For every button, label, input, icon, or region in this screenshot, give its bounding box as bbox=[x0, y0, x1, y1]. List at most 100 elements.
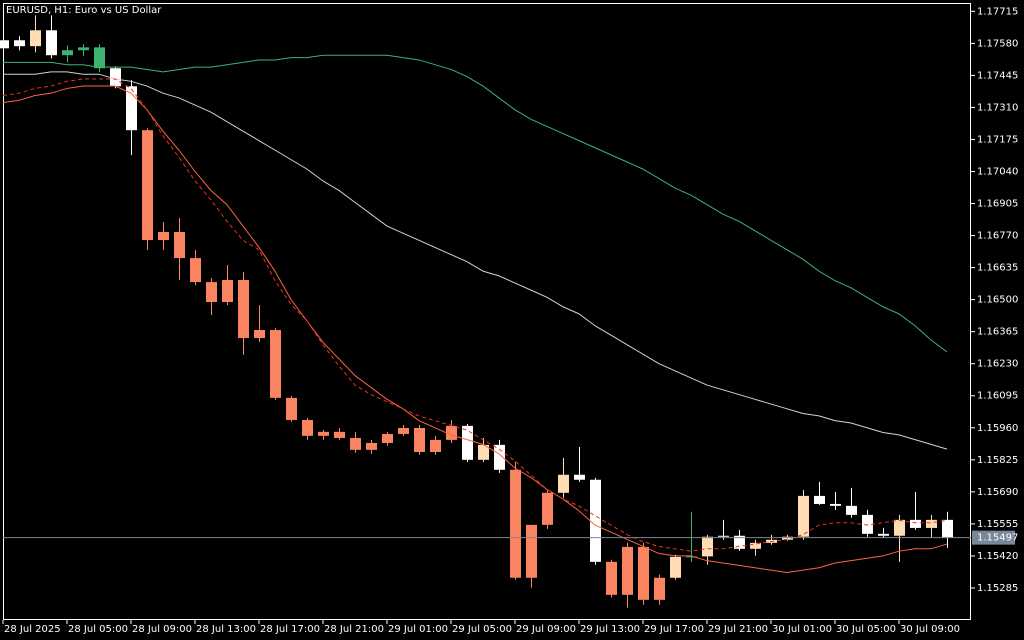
x-tick-label: 30 Jul 09:00 bbox=[900, 624, 960, 635]
y-tick-label: 1.17175 bbox=[977, 134, 1018, 145]
candle-body bbox=[398, 428, 409, 434]
candle-body bbox=[430, 439, 441, 452]
x-tick-label: 29 Jul 21:00 bbox=[708, 624, 768, 635]
candle-body bbox=[718, 535, 729, 537]
candle-body bbox=[798, 495, 809, 537]
candle-body bbox=[622, 546, 633, 595]
candle-body bbox=[686, 556, 697, 558]
candle-body bbox=[30, 30, 41, 47]
candle-body bbox=[0, 40, 9, 49]
current-price-label: 1.15497 bbox=[977, 533, 1018, 544]
candle-body bbox=[414, 428, 425, 452]
y-tick-label: 1.16095 bbox=[977, 391, 1018, 402]
x-tick-label: 29 Jul 17:00 bbox=[644, 624, 704, 635]
candle-body bbox=[110, 68, 121, 87]
x-tick-label: 29 Jul 13:00 bbox=[580, 624, 640, 635]
x-tick-label: 29 Jul 09:00 bbox=[516, 624, 576, 635]
candle-body bbox=[174, 232, 185, 259]
y-tick-label: 1.15690 bbox=[977, 487, 1018, 498]
y-tick-label: 1.15420 bbox=[977, 551, 1018, 562]
candle-body bbox=[350, 437, 361, 450]
candle-body bbox=[926, 519, 937, 528]
candle-body bbox=[222, 279, 233, 303]
y-tick-label: 1.17715 bbox=[977, 6, 1018, 17]
candle-body bbox=[366, 442, 377, 450]
candle-body bbox=[446, 425, 457, 440]
ma-line bbox=[2, 85, 948, 574]
current-price-box bbox=[972, 530, 1015, 545]
candle-body bbox=[78, 47, 89, 51]
y-tick-label: 1.15285 bbox=[977, 583, 1018, 594]
candle-body bbox=[462, 425, 473, 460]
candle-body bbox=[14, 40, 25, 47]
candle-body bbox=[862, 514, 873, 534]
y-tick-label: 1.15555 bbox=[977, 519, 1018, 530]
candle-body bbox=[318, 431, 329, 436]
candle-body bbox=[494, 444, 505, 470]
x-tick-label: 29 Jul 05:00 bbox=[452, 624, 512, 635]
candle-body bbox=[558, 474, 569, 493]
ma-line bbox=[3, 71, 948, 450]
candle-body bbox=[94, 47, 105, 69]
candle-body bbox=[238, 279, 249, 339]
y-tick-label: 1.16905 bbox=[977, 199, 1018, 210]
candle-body bbox=[814, 495, 825, 504]
x-tick-label: 30 Jul 01:00 bbox=[772, 624, 832, 635]
candle-body bbox=[542, 492, 553, 525]
y-tick-label: 1.16770 bbox=[977, 231, 1018, 242]
candle-body bbox=[46, 30, 57, 56]
candle-body bbox=[126, 86, 137, 131]
x-tick-label: 28 Jul 17:00 bbox=[260, 624, 320, 635]
candle-body bbox=[910, 519, 921, 528]
candle-body bbox=[190, 258, 201, 283]
candle-body bbox=[830, 503, 841, 506]
y-tick-label: 1.15960 bbox=[977, 423, 1018, 434]
y-tick-label: 1.16635 bbox=[977, 263, 1018, 274]
candle-body bbox=[606, 561, 617, 595]
candle-body bbox=[878, 533, 889, 536]
candle-body bbox=[158, 232, 169, 241]
candle-body bbox=[270, 330, 281, 398]
candle-body bbox=[62, 50, 73, 56]
x-tick-label: 28 Jul 21:00 bbox=[324, 624, 384, 635]
candle-body bbox=[254, 330, 265, 339]
candle-body bbox=[382, 433, 393, 443]
x-tick-label: 28 Jul 2025 bbox=[4, 624, 61, 635]
x-tick-label: 28 Jul 05:00 bbox=[68, 624, 128, 635]
y-tick-label: 1.16230 bbox=[977, 359, 1018, 370]
x-tick-label: 28 Jul 13:00 bbox=[196, 624, 256, 635]
candle-body bbox=[526, 524, 537, 578]
plot-area bbox=[0, 15, 971, 608]
candle-body bbox=[302, 419, 313, 436]
y-tick-label: 1.16500 bbox=[977, 295, 1018, 306]
candle-body bbox=[846, 505, 857, 515]
candle-body bbox=[286, 397, 297, 420]
y-tick-label: 1.17040 bbox=[977, 166, 1018, 177]
candle-body bbox=[206, 282, 217, 303]
y-tick-label: 1.16365 bbox=[977, 327, 1018, 338]
x-tick-label: 29 Jul 01:00 bbox=[388, 624, 448, 635]
candle-body bbox=[478, 444, 489, 460]
candle-body bbox=[574, 474, 585, 480]
candle-body bbox=[942, 519, 953, 538]
y-tick-label: 1.17310 bbox=[977, 102, 1018, 113]
candle-body bbox=[750, 542, 761, 549]
y-tick-label: 1.17580 bbox=[977, 38, 1018, 49]
candle-body bbox=[894, 519, 905, 536]
candle-body bbox=[638, 546, 649, 600]
y-tick-label: 1.17445 bbox=[977, 70, 1018, 81]
candle-body bbox=[142, 130, 153, 241]
ma-line bbox=[3, 54, 948, 353]
plot-frame bbox=[3, 3, 971, 620]
candle-body bbox=[734, 535, 745, 549]
x-tick-label: 28 Jul 09:00 bbox=[132, 624, 192, 635]
candle-body bbox=[510, 469, 521, 578]
candle-body bbox=[654, 577, 665, 600]
candle-body bbox=[670, 556, 681, 578]
y-tick-label: 1.15825 bbox=[977, 455, 1018, 466]
candle-body bbox=[702, 536, 713, 557]
ma-line bbox=[2, 78, 948, 552]
candle-body bbox=[782, 536, 793, 540]
x-tick-label: 30 Jul 05:00 bbox=[836, 624, 896, 635]
